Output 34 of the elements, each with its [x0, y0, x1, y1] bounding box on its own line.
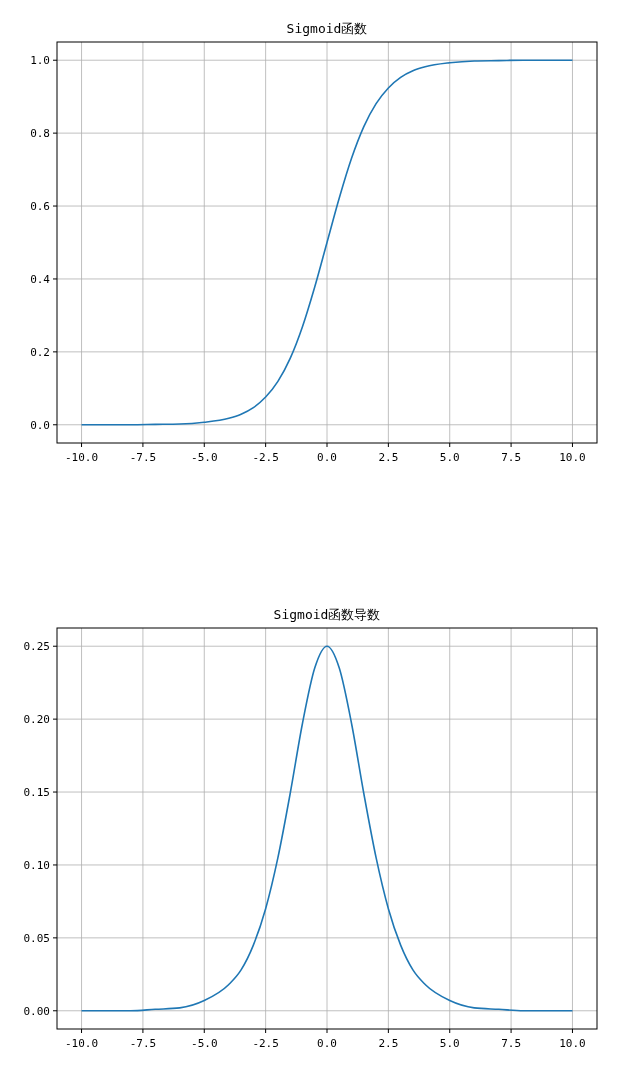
x-tick-label: 7.5: [501, 451, 522, 464]
chart-title: Sigmoid函数: [286, 21, 368, 36]
y-tick-label: 0.8: [30, 127, 50, 141]
x-tick-label: -10.0: [64, 451, 99, 464]
y-tick-label: 0.0: [30, 418, 50, 432]
x-tick-label: 2.5: [378, 451, 399, 464]
x-tick-label: 10.0: [559, 1037, 586, 1050]
y-tick-label: 0.6: [30, 200, 50, 214]
y-tick-label: 0.00: [23, 1004, 50, 1018]
x-tick-label: -5.0: [191, 451, 218, 464]
y-tick-label: 0.25: [23, 640, 50, 654]
chart-title: Sigmoid函数导数: [273, 607, 381, 622]
x-tick-label: 7.5: [501, 1037, 522, 1050]
x-tick-label: 0.0: [317, 1037, 337, 1050]
x-tick-label: -10.0: [64, 1037, 99, 1050]
y-tick-label: 0.20: [23, 713, 50, 727]
x-tick-label: 10.0: [559, 451, 586, 464]
x-tick-label: -2.5: [252, 451, 279, 464]
y-tick-label: 0.4: [30, 272, 51, 286]
x-tick-label: 2.5: [378, 1037, 399, 1050]
x-tick-label: -2.5: [252, 1037, 279, 1050]
y-tick-label: 0.2: [30, 345, 50, 359]
x-tick-label: -7.5: [129, 451, 157, 464]
x-tick-label: 5.0: [439, 451, 460, 464]
line-series: [80, 645, 574, 1012]
x-tick-label: -5.0: [191, 1037, 218, 1050]
y-tick-label: 0.15: [23, 786, 50, 800]
line-series: [80, 59, 574, 426]
y-tick-label: 0.10: [23, 858, 50, 872]
x-tick-label: -7.5: [129, 1037, 157, 1050]
x-tick-label: 0.0: [317, 451, 337, 464]
x-tick-label: 5.0: [439, 1037, 460, 1050]
y-tick-label: 0.05: [23, 931, 50, 945]
y-tick-label: 1.0: [30, 54, 50, 68]
